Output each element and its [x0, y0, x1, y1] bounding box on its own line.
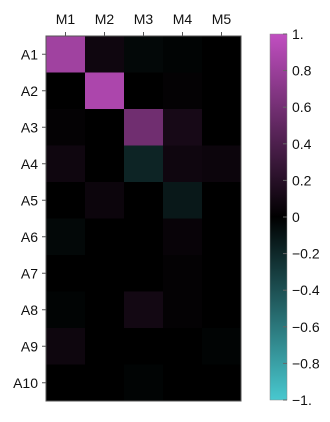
column-label-m3: M3 — [134, 11, 154, 27]
heatmap-cell-a6-m3 — [124, 218, 164, 256]
heatmap-cell-a2-m2 — [85, 72, 125, 110]
heatmap-cell-a5-m2 — [85, 182, 125, 219]
heatmap-cell-a5-m5 — [202, 182, 242, 219]
heatmap-cell-a2-m5 — [202, 72, 242, 110]
heatmap-cell-a5-m1 — [46, 182, 86, 219]
colorbar-tick-label-10: −1. — [292, 392, 312, 408]
colorbar-tick-label-9: −0.8 — [292, 355, 320, 371]
colorbar-tick-label-3: 0.4 — [292, 136, 312, 152]
heatmap-cell-a10-m2 — [85, 364, 125, 402]
heatmap-cell-a8-m3 — [124, 291, 164, 329]
heatmap-cell-a6-m4 — [163, 218, 203, 256]
colorbar-tick-label-4: 0.2 — [292, 172, 312, 188]
column-label-m2: M2 — [95, 11, 115, 27]
heatmap-cell-a2-m4 — [163, 72, 203, 110]
heatmap-cell-a4-m4 — [163, 145, 203, 183]
row-label-a2: A2 — [21, 83, 38, 99]
heatmap-cell-a8-m1 — [46, 291, 86, 329]
row-label-a8: A8 — [21, 302, 38, 318]
heatmap-cell-a7-m5 — [202, 255, 242, 292]
heatmap-cell-a9-m5 — [202, 328, 242, 365]
colorbar-tick-label-6: −0.2 — [292, 246, 320, 262]
row-label-a9: A9 — [21, 338, 38, 354]
heatmap-cell-a3-m4 — [163, 109, 203, 146]
heatmap-cell-a9-m3 — [124, 328, 164, 365]
heatmap-cell-a9-m4 — [163, 328, 203, 365]
heatmap-cell-a6-m2 — [85, 218, 125, 256]
heatmap-cell-a4-m1 — [46, 145, 86, 183]
row-label-a4: A4 — [21, 156, 38, 172]
colorbar-tick-label-0: 1. — [292, 26, 304, 42]
heatmap-cell-a1-m2 — [85, 36, 125, 73]
heatmap-cell-a10-m4 — [163, 364, 203, 402]
heatmap-cell-a1-m5 — [202, 36, 242, 73]
row-label-a3: A3 — [21, 119, 38, 135]
row-label-a1: A1 — [21, 46, 38, 62]
heatmap-cells — [46, 36, 242, 402]
heatmap-cell-a3-m2 — [85, 109, 125, 146]
heatmap-cell-a7-m4 — [163, 255, 203, 292]
heatmap-cell-a5-m3 — [124, 182, 164, 219]
heatmap-cell-a10-m1 — [46, 364, 86, 402]
heatmap-cell-a6-m5 — [202, 218, 242, 256]
row-label-a5: A5 — [21, 192, 38, 208]
heatmap-cell-a1-m3 — [124, 36, 164, 73]
colorbar-tick-label-1: 0.8 — [292, 63, 312, 79]
colorbar-tick-label-5: 0 — [292, 209, 300, 225]
heatmap-cell-a7-m1 — [46, 255, 86, 292]
heatmap-cell-a4-m2 — [85, 145, 125, 183]
plot-frame — [45, 35, 242, 402]
heatmap-cell-a5-m4 — [163, 182, 203, 219]
heatmap-cell-a4-m3 — [124, 145, 164, 183]
colorbar-ticks: 1. 0.8 0.6 0.4 0.2 0 −0.2 −0.4 −0.6 −0.8 −1. — [283, 26, 320, 408]
heatmap-cell-a1-m1 — [46, 36, 86, 73]
column-labels: M1 M2 M3 M4 M5 — [56, 11, 232, 36]
heatmap-cell-a8-m4 — [163, 291, 203, 329]
heatmap-cell-a4-m5 — [202, 145, 242, 183]
heatmap-cell-a2-m3 — [124, 72, 164, 110]
heatmap-cell-a1-m4 — [163, 36, 203, 73]
heatmap-cell-a8-m2 — [85, 291, 125, 329]
column-label-m4: M4 — [173, 11, 193, 27]
colorbar-tick-label-2: 0.6 — [292, 99, 312, 115]
colorbar-tick-label-8: −0.6 — [292, 319, 320, 335]
heatmap-cell-a9-m1 — [46, 328, 86, 365]
heatmap-cell-a7-m2 — [85, 255, 125, 292]
row-label-a7: A7 — [21, 265, 38, 281]
colorbar-tick-label-7: −0.4 — [292, 282, 320, 298]
row-labels: A1 A2 A3 A4 A5 A6 A7 A8 A9 A10 — [13, 46, 46, 391]
heatmap-cell-a7-m3 — [124, 255, 164, 292]
heatmap-cell-a9-m2 — [85, 328, 125, 365]
row-label-a6: A6 — [21, 229, 38, 245]
heatmap-cell-a10-m5 — [202, 364, 242, 402]
heatmap-cell-a8-m5 — [202, 291, 242, 329]
column-label-m5: M5 — [212, 11, 232, 27]
row-label-a10: A10 — [13, 375, 38, 391]
heatmap-cell-a3-m5 — [202, 109, 242, 146]
heatmap-cell-a6-m1 — [46, 218, 86, 256]
heatmap-cell-a3-m1 — [46, 109, 86, 146]
heatmap-cell-a2-m1 — [46, 72, 86, 110]
heatmap-cell-a10-m3 — [124, 364, 164, 402]
column-label-m1: M1 — [56, 11, 76, 27]
heatmap-cell-a3-m3 — [124, 109, 164, 146]
